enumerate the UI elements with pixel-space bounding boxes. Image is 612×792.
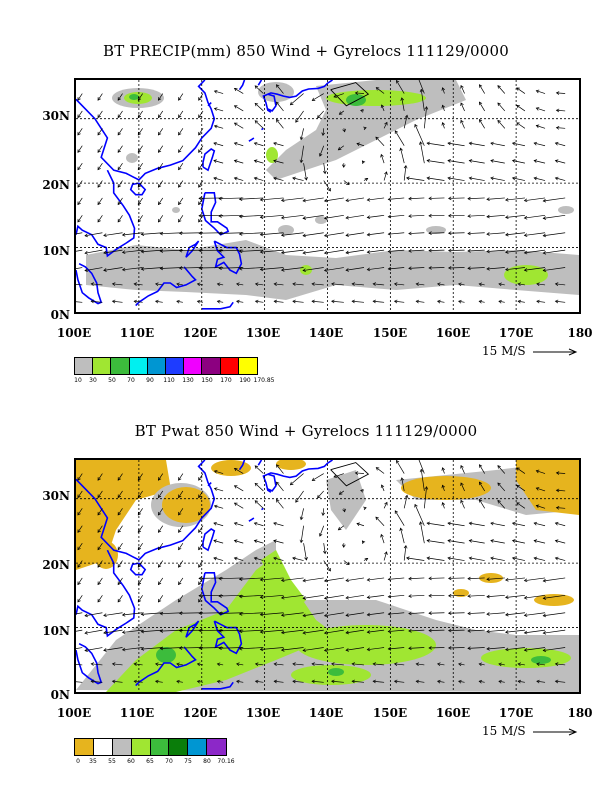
- gyre-marker: [330, 462, 370, 487]
- p1-lon-180: 180: [567, 326, 593, 340]
- p1-lon-110e: 110E: [119, 326, 155, 340]
- p1-colorbar-label: 170: [220, 377, 232, 384]
- p1-lon-100e: 100E: [56, 326, 92, 340]
- p1-colorbar-label: 150: [201, 377, 213, 384]
- p2-colorbar-label: 75: [184, 758, 192, 765]
- p1-lon-130e: 130E: [245, 326, 281, 340]
- pwat-map-canvas: [76, 460, 579, 692]
- p2-colorbar-label: 80: [203, 758, 211, 765]
- p1-colorbar-label: 90: [146, 377, 154, 384]
- p2-colorbar-label: 60: [127, 758, 135, 765]
- p1-colorbar-label: 70: [127, 377, 135, 384]
- p1-lat-0n: 0N: [50, 308, 70, 322]
- p2-lon-100e: 100E: [56, 706, 92, 720]
- p2-colorbar-swatch: [169, 739, 189, 755]
- p1-colorbar-swatch: [147, 358, 167, 374]
- p2-colorbar-swatch: [131, 739, 151, 755]
- p2-lon-150e: 150E: [372, 706, 408, 720]
- wind-vectors: [76, 80, 566, 304]
- p1-colorbar-label: 50: [108, 377, 116, 384]
- p1-lat-20n: 20N: [42, 178, 70, 192]
- p2-vector-scale: 15 M/S: [482, 724, 579, 738]
- p1-lat-10n: 10N: [42, 244, 70, 258]
- p2-colorbar-label: 0: [76, 758, 80, 765]
- p2-lat-0n: 0N: [50, 688, 70, 702]
- p1-colorbar-label: 30: [89, 377, 97, 384]
- p1-lon-120e: 120E: [182, 326, 218, 340]
- wind-vectors: [76, 460, 566, 684]
- p1-colorbar-swatch: [93, 358, 112, 374]
- p1-colorbar-swatch: [202, 358, 221, 374]
- p2-lat-20n: 20N: [42, 558, 70, 572]
- p1-colorbar-label: 130: [182, 377, 194, 384]
- coastline: [76, 460, 333, 690]
- p2-colorbar-label: 70: [165, 758, 173, 765]
- panel2-title: BT Pwat 850 Wind + Gyrelocs 111129/0000: [134, 422, 478, 440]
- precip-map-canvas: [76, 80, 579, 312]
- precip-shading: [86, 80, 579, 300]
- precip-map-panel: [74, 78, 581, 314]
- p1-colorbar-swatch: [220, 358, 239, 374]
- p1-lat-30n: 30N: [42, 109, 70, 123]
- p1-colorbar-label: 10: [74, 377, 82, 384]
- p1-lon-160e: 160E: [435, 326, 471, 340]
- panel1-title: BT PRECIP(mm) 850 Wind + Gyrelocs 111129…: [103, 42, 509, 60]
- p1-lon-140e: 140E: [308, 326, 344, 340]
- p2-colorbar-label: 35: [89, 758, 97, 765]
- lat-lon-grid: [76, 80, 579, 312]
- p1-lon-150e: 150E: [372, 326, 408, 340]
- p2-lon-180: 180: [567, 706, 593, 720]
- p2-vector-scale-label: 15 M/S: [482, 724, 526, 738]
- p2-lon-170e: 170E: [498, 706, 534, 720]
- p2-lon-110e: 110E: [119, 706, 155, 720]
- p2-colorbar-label: 65: [146, 758, 154, 765]
- p1-colorbar: [74, 357, 258, 375]
- p2-vector-scale-arrow: [533, 728, 578, 735]
- p2-colorbar: [74, 738, 227, 756]
- p2-colorbar-swatch: [150, 739, 170, 755]
- p1-colorbar-swatch: [111, 358, 130, 374]
- p2-colorbar-swatch: [75, 739, 94, 755]
- p2-colorbar-swatch: [112, 739, 132, 755]
- p1-colorbar-label: 190: [239, 377, 251, 384]
- p1-vector-scale: 15 M/S: [482, 344, 579, 358]
- p2-lat-30n: 30N: [42, 489, 70, 503]
- p1-lon-170e: 170E: [498, 326, 534, 340]
- p1-vector-scale-arrow: [533, 348, 578, 355]
- p2-lon-130e: 130E: [245, 706, 281, 720]
- p2-lat-10n: 10N: [42, 624, 70, 638]
- p2-colorbar-label: 70.16: [217, 758, 235, 765]
- p2-lon-120e: 120E: [182, 706, 218, 720]
- p2-colorbar-label: 55: [108, 758, 116, 765]
- p1-colorbar-swatch: [238, 358, 257, 374]
- p1-colorbar-label: 110: [163, 377, 175, 384]
- p1-colorbar-label: 170.85: [253, 377, 275, 384]
- p1-colorbar-swatch: [129, 358, 148, 374]
- p2-lon-140e: 140E: [308, 706, 344, 720]
- p2-lon-160e: 160E: [435, 706, 471, 720]
- pwat-map-panel: [74, 458, 581, 694]
- p1-colorbar-swatch: [166, 358, 185, 374]
- p1-vector-scale-label: 15 M/S: [482, 344, 526, 358]
- p1-colorbar-swatch: [184, 358, 203, 374]
- lat-lon-grid: [76, 460, 579, 692]
- p2-colorbar-swatch: [207, 739, 226, 755]
- p2-colorbar-swatch: [93, 739, 113, 755]
- p1-colorbar-swatch: [75, 358, 94, 374]
- gyre-marker: [330, 82, 370, 107]
- p2-colorbar-swatch: [188, 739, 208, 755]
